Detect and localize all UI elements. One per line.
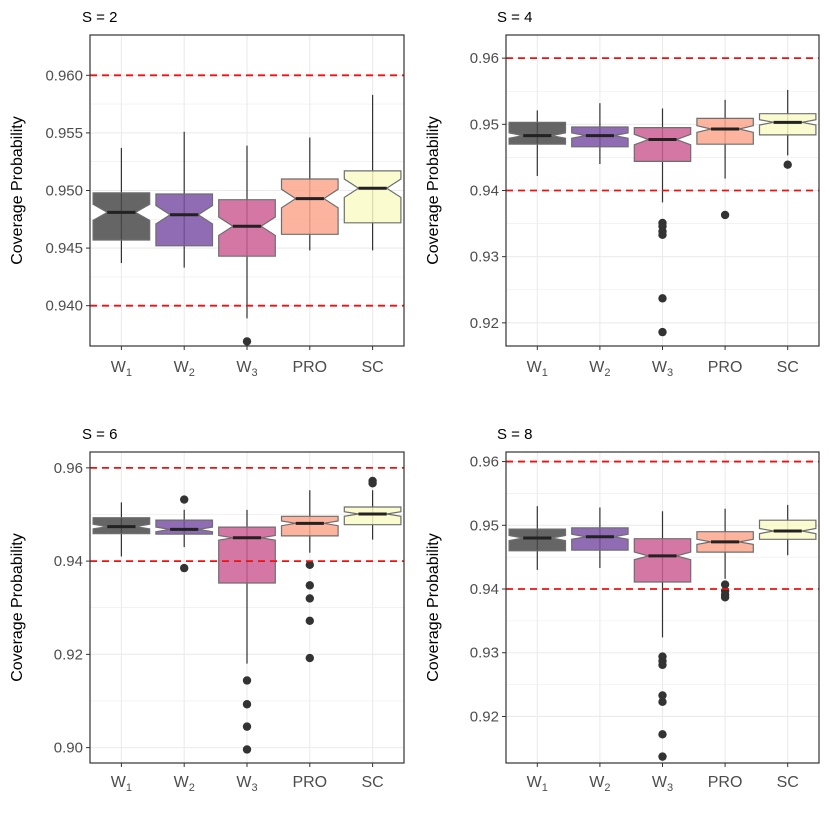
x-tick-label: W1: [111, 359, 132, 379]
y-tick-label: 0.92: [470, 708, 499, 725]
outlier-point: [720, 580, 730, 589]
outlier-point: [305, 581, 314, 590]
y-tick-label: 0.96: [470, 50, 499, 67]
panel-title: S = 4: [497, 9, 532, 26]
outlier-point: [305, 594, 314, 603]
box: [280, 178, 339, 235]
y-tick-label: 0.92: [54, 646, 83, 663]
x-tick-label: W3: [652, 774, 673, 794]
y-axis-label: Coverage Probability: [9, 533, 26, 682]
x-tick-label: W3: [236, 774, 257, 794]
outlier-point: [658, 697, 667, 707]
outlier-point: [658, 327, 667, 337]
y-tick-label: 0.960: [45, 67, 83, 84]
y-tick-label: 0.92: [470, 315, 499, 332]
outlier-point: [180, 563, 189, 573]
y-tick-label: 0.945: [45, 240, 83, 257]
y-tick-label: 0.94: [470, 183, 499, 200]
outlier-point: [720, 593, 730, 602]
outlier-point: [242, 700, 252, 709]
box: [343, 506, 402, 526]
x-tick-label: PRO: [708, 774, 743, 791]
outlier-point: [242, 722, 252, 731]
x-tick-label: PRO: [292, 774, 327, 791]
x-tick-label: W2: [589, 359, 610, 379]
panel-4: 0.92 0.93 0.94 0.95 0.96 W1 W2 W3 PRO SC S = 8 Cove…: [425, 426, 820, 794]
x-tick-label: W2: [174, 774, 195, 794]
box: [218, 526, 276, 584]
x-tick-label: W2: [589, 774, 610, 794]
x-tick-label: W3: [652, 359, 673, 379]
box: [280, 515, 339, 537]
y-tick-label: 0.96: [54, 460, 83, 477]
x-tick-label: W1: [527, 359, 548, 379]
y-tick-label: 0.94: [54, 553, 83, 570]
y-tick-label: 0.955: [45, 125, 83, 142]
x-tick-label: W1: [527, 774, 548, 794]
y-tick-label: 0.93: [470, 249, 499, 266]
outlier-point: [305, 616, 314, 625]
y-axis-label: Coverage Probability: [425, 116, 442, 265]
panel-title: S = 8: [497, 426, 532, 443]
panel-title: S = 2: [82, 9, 117, 26]
y-axis-label: Coverage Probability: [9, 116, 26, 265]
y-tick-label: 0.94: [470, 581, 499, 598]
outlier-point: [368, 479, 377, 488]
y-tick-label: 0.90: [54, 740, 83, 757]
box: [508, 528, 567, 552]
x-tick-label: SC: [777, 359, 799, 376]
box: [343, 170, 402, 224]
y-tick-label: 0.950: [45, 183, 83, 200]
box: [571, 527, 629, 551]
box: [155, 519, 214, 535]
panel-1: 0.940 0.945 0.950 0.955 0.960 W1 W2 W3 PRO SC S = …: [9, 9, 405, 379]
outlier-point: [180, 495, 189, 504]
y-axis-label: Coverage Probability: [425, 533, 442, 682]
outlier-point: [658, 660, 667, 670]
box: [696, 117, 754, 145]
y-tick-label: 0.93: [470, 645, 499, 662]
x-tick-label: SC: [361, 359, 383, 376]
outlier-point: [658, 730, 667, 739]
y-tick-label: 0.96: [470, 454, 499, 471]
y-tick-label: 0.95: [470, 116, 499, 133]
outlier-point: [720, 210, 730, 220]
box: [218, 199, 276, 257]
panel-title: S = 6: [82, 426, 117, 443]
box: [508, 121, 567, 145]
outlier-point: [305, 653, 314, 663]
box: [633, 538, 692, 583]
outlier-point: [658, 691, 667, 700]
x-tick-label: PRO: [708, 359, 743, 376]
x-tick-label: W3: [236, 359, 257, 379]
outlier-point: [242, 676, 252, 685]
x-tick-label: PRO: [292, 359, 327, 376]
x-tick-label: SC: [361, 774, 383, 791]
panel-3: 0.90 0.92 0.94 0.96 W1 W2 W3 PRO SC S = 6 Coverage…: [9, 426, 405, 794]
y-tick-label: 0.95: [470, 517, 499, 534]
outlier-point: [242, 745, 252, 754]
outlier-point: [305, 560, 314, 570]
x-tick-label: W1: [111, 774, 132, 794]
outlier-point: [658, 294, 667, 303]
box: [92, 192, 151, 241]
outlier-point: [242, 337, 252, 346]
panel-2: 0.92 0.93 0.94 0.95 0.96 W1 W2 W3 PRO SC S = 4 Cove…: [425, 9, 820, 379]
outlier-point: [783, 160, 792, 169]
outlier-point: [658, 752, 667, 761]
box: [155, 193, 214, 247]
y-tick-label: 0.940: [45, 298, 83, 315]
outlier-point: [658, 230, 667, 240]
x-tick-label: W2: [174, 359, 195, 379]
x-tick-label: SC: [777, 774, 799, 791]
box: [633, 126, 692, 162]
box: [758, 113, 817, 136]
